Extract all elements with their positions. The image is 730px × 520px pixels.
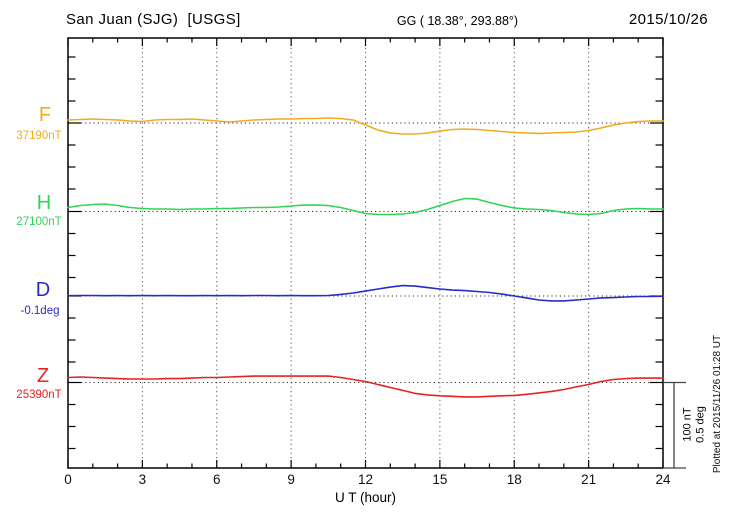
scale-bar-label-nt: 100 nT [681,407,694,442]
station-title: San Juan (SJG) [USGS] [66,11,241,28]
plotted-at-label: Plotted at 2015/11/26 01:28 UT [712,334,723,474]
channel-label-d: D [35,279,51,301]
channel-baseline-value-z: 25390nT [16,389,62,401]
x-tick-label: 3 [139,472,147,487]
date-label: 2015/10/26 [628,11,708,28]
scale-bar [663,381,686,469]
scale-bar-label: 100 nT 0.5 deg [682,370,707,480]
x-tick-label: 0 [64,472,72,487]
x-tick-label: 15 [432,472,447,487]
channel-baseline-value-h: 27100nT [16,216,62,228]
trace-h [67,197,664,216]
x-axis-label: U T (hour) [334,490,397,505]
x-tick-label: 6 [213,472,221,487]
channel-baseline-value-f: 37190nT [16,130,62,142]
x-tick-label: 24 [655,472,671,487]
scale-bar-label-deg: 0.5 deg [694,406,706,443]
channel-label-h: H [36,192,52,214]
x-tick-label: 9 [287,472,295,487]
geographic-coordinates: GG ( 18.38°, 293.88°) [396,14,519,28]
channel-label-z: Z [36,365,50,387]
plot-frame [67,37,664,469]
x-tick-label: 21 [581,472,596,487]
trace-z [67,375,664,398]
x-tick-label: 18 [507,472,522,487]
trace-d [67,284,664,302]
channel-baseline-value-d: -0.1deg [20,305,60,317]
trace-f [67,117,664,135]
channel-label-f: F [38,104,52,126]
x-tick-label: 12 [358,472,373,487]
